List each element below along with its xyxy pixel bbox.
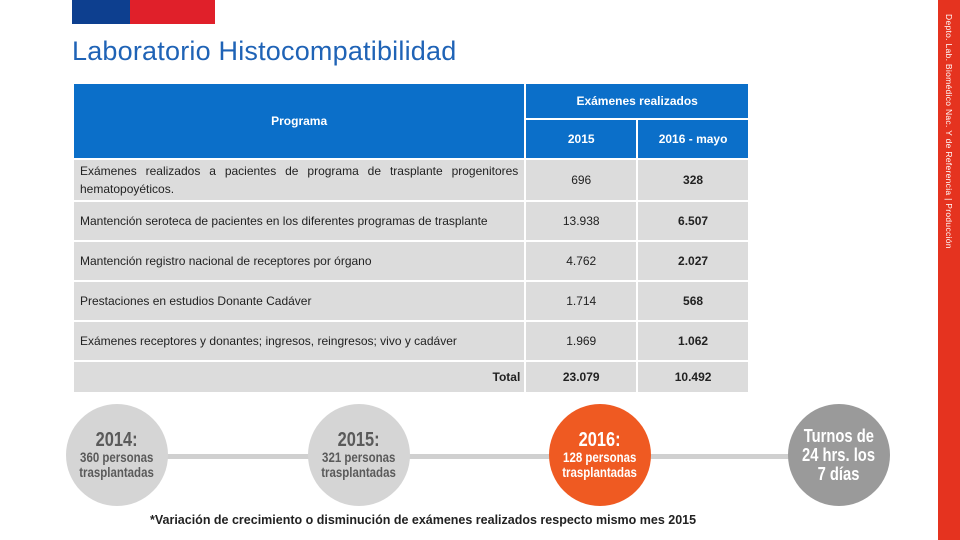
table-row: Mantención registro nacional de receptor… [71, 240, 750, 282]
timeline-caption: trasplantadas [79, 464, 155, 480]
exams-table: Programa Exámenes realizados 2015 2016 -… [71, 82, 750, 394]
row-description: Prestaciones en estudios Donante Cadáver [71, 280, 527, 322]
sidebar-band: Depto. Lab. Biomédico Nac. Y de Referenc… [938, 0, 960, 540]
timeline-caption: trasplantadas [562, 464, 638, 480]
row-value-2015: 1.714 [524, 280, 639, 322]
sidebar-label: Depto. Lab. Biomédico Nac. Y de Referenc… [944, 14, 954, 249]
timeline-count: 321 personas [322, 449, 396, 465]
table-row: Exámenes receptores y donantes; ingresos… [71, 320, 750, 362]
total-row: Total 23.079 10.492 [71, 360, 750, 394]
timeline-count: 360 personas [80, 449, 154, 465]
table-row: Exámenes realizados a pacientes de progr… [71, 158, 750, 202]
row-value-2015: 1.969 [524, 320, 639, 362]
table-row: Mantención seroteca de pacientes en los … [71, 200, 750, 242]
shifts-line-2: 24 hrs. los [802, 444, 876, 465]
timeline-count: 128 personas [563, 449, 637, 465]
table-row: Prestaciones en estudios Donante Cadáver… [71, 280, 750, 322]
timeline-year: 2016: [579, 429, 621, 451]
timeline-2016-circle: 2016: 128 personas trasplantadas [549, 404, 651, 506]
row-description: Exámenes realizados a pacientes de progr… [71, 158, 527, 202]
row-value-2016: 1.062 [636, 320, 750, 362]
shifts-line-1: Turnos de [803, 425, 875, 446]
row-description: Exámenes receptores y donantes; ingresos… [71, 320, 527, 362]
header-2016: 2016 - mayo [636, 118, 750, 160]
row-value-2015: 696 [524, 158, 639, 202]
timeline-year: 2014: [96, 429, 138, 451]
timeline-2015-circle: 2015: 321 personas trasplantadas [308, 404, 410, 506]
row-value-2016: 328 [636, 158, 750, 202]
timeline-caption: trasplantadas [321, 464, 397, 480]
footnote: *Variación de crecimiento o disminución … [150, 513, 697, 527]
row-description: Mantención seroteca de pacientes en los … [71, 200, 527, 242]
total-label: Total [71, 360, 527, 394]
timeline-connector [120, 454, 840, 459]
flag-blue-segment [72, 0, 130, 24]
chile-flag-stripe [72, 0, 215, 24]
flag-red-segment [130, 0, 215, 24]
timeline-2014-circle: 2014: 360 personas trasplantadas [66, 404, 168, 506]
header-2015: 2015 [524, 118, 639, 160]
shifts-line-3: 7 días [818, 463, 860, 484]
row-value-2016: 568 [636, 280, 750, 322]
row-value-2015: 4.762 [524, 240, 639, 282]
header-programa: Programa [71, 82, 527, 160]
row-description: Mantención registro nacional de receptor… [71, 240, 527, 282]
row-value-2016: 2.027 [636, 240, 750, 282]
header-examenes: Exámenes realizados [524, 82, 750, 120]
total-2015: 23.079 [524, 360, 639, 394]
total-2016: 10.492 [636, 360, 750, 394]
timeline-year: 2015: [338, 429, 380, 451]
shifts-circle: Turnos de 24 hrs. los 7 días [788, 404, 890, 506]
row-value-2016: 6.507 [636, 200, 750, 242]
row-value-2015: 13.938 [524, 200, 639, 242]
page-title: Laboratorio Histocompatibilidad [72, 36, 457, 66]
